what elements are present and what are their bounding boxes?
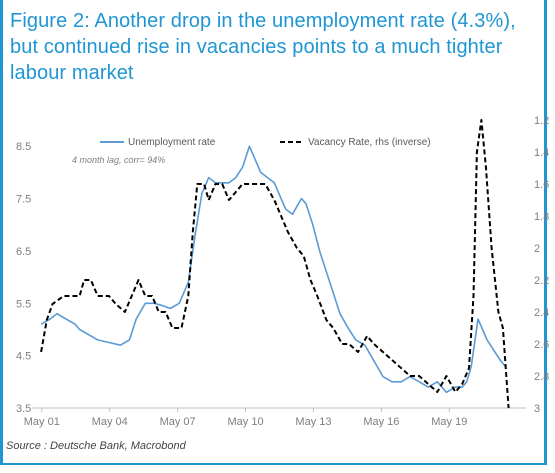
y-left-tick-label: 7.5 <box>16 194 31 206</box>
y-left-tick-label: 3.5 <box>16 403 31 415</box>
x-tick-label: May 10 <box>228 416 264 428</box>
x-tick-label: May 04 <box>92 416 128 428</box>
y-left-tick-label: 6.5 <box>16 246 31 258</box>
right-axis: 1.2 1.4 1.6 1.8 2 2.2 2.4 2.6 2.8 3 <box>534 115 549 415</box>
left-axis: 3.5 4.5 5.5 6.5 7.5 8.5 <box>16 141 31 415</box>
y-right-tick-label: 2.8 <box>534 371 549 383</box>
series-layer <box>40 119 510 409</box>
legend-label-unemployment: Unemployment rate <box>128 137 216 148</box>
x-tick-label: May 16 <box>363 416 399 428</box>
y-right-tick-label: 1.6 <box>534 179 549 191</box>
x-tick-label: May 01 <box>24 416 60 428</box>
series-line-unemployment <box>40 145 506 394</box>
series-line-vacancy <box>40 119 510 409</box>
x-tick-label: May 19 <box>431 416 467 428</box>
figure-frame <box>0 0 547 465</box>
y-right-tick-label: 1.4 <box>534 147 549 159</box>
y-right-tick-label: 3 <box>534 403 540 415</box>
legend-label-vacancy: Vacancy Rate, rhs (inverse) <box>308 137 431 148</box>
y-right-tick-label: 1.8 <box>534 211 549 223</box>
y-right-tick-label: 2.2 <box>534 275 549 287</box>
chart-annotation: 4 month lag, corr= 94% <box>72 155 165 165</box>
y-right-tick-label: 2.6 <box>534 339 549 351</box>
y-right-tick-label: 2.4 <box>534 307 549 319</box>
y-left-tick-label: 5.5 <box>16 298 31 310</box>
y-left-tick-label: 8.5 <box>16 141 31 153</box>
y-left-tick-label: 4.5 <box>16 351 31 363</box>
x-tick-label: May 07 <box>160 416 196 428</box>
figure-title: Figure 2: Another drop in the unemployme… <box>10 10 516 84</box>
x-tick-label: May 13 <box>295 416 331 428</box>
x-axis: May 01 May 04 May 07 May 10 May 13 May 16 May … <box>24 407 526 428</box>
source-note: Source : Deutsche Bank, Macrobond <box>6 440 186 452</box>
y-right-tick-label: 2 <box>534 243 540 255</box>
y-right-tick-label: 1.2 <box>534 115 549 127</box>
bottom-rule <box>0 463 547 465</box>
legend: Unemployment rate Vacancy Rate, rhs (inv… <box>72 137 431 165</box>
